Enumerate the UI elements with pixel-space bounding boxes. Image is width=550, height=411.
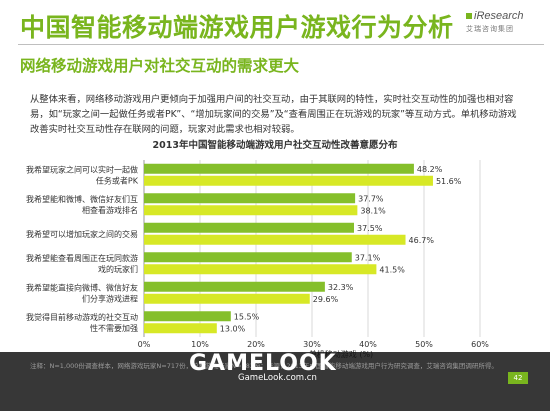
category-label: 任务或者PK (96, 175, 139, 185)
x-tick-label: 60% (471, 340, 489, 349)
data-label: 41.5% (379, 265, 405, 274)
data-label: 15.5% (234, 312, 260, 321)
data-label: 38.1% (360, 206, 386, 215)
bar (144, 222, 354, 233)
footer-band (0, 352, 550, 411)
x-tick-label: 50% (415, 340, 433, 349)
data-label: 29.6% (313, 295, 339, 304)
x-tick-label: 40% (359, 340, 377, 349)
category-label: 我希望玩家之间可以实时一起做 (26, 164, 138, 174)
category-label: 性不需要加强 (90, 323, 138, 333)
data-label: 48.2% (417, 165, 443, 174)
bar (144, 175, 433, 186)
category-label: 我觉得目前移动游戏的社交互动 (26, 312, 138, 322)
category-label: 我希望能查看周围正在玩同款游 (26, 253, 138, 263)
chart-title: 2013年中国智能移动端游戏用户社交互动性改善意愿分布 (152, 140, 398, 151)
data-label: 37.7% (358, 194, 384, 203)
category-label: 我希望可以增加玩家之间的交易 (26, 229, 138, 239)
bar (144, 252, 352, 263)
bar (144, 234, 406, 245)
data-label: 32.3% (328, 283, 354, 292)
bar (144, 323, 217, 334)
bar (144, 193, 356, 204)
category-label: 们分享游戏进程 (82, 293, 138, 303)
logo-subtext: 艾瑞咨询集团 (466, 25, 514, 33)
logo-text: iResearch (474, 10, 524, 22)
x-tick-label: 20% (247, 340, 265, 349)
category-label: 相查看游戏排名 (82, 205, 138, 215)
logo-mark-icon (466, 13, 472, 19)
bar (144, 293, 310, 304)
bar (144, 311, 231, 322)
iresearch-logo: iResearch 艾瑞咨询集团 (466, 10, 542, 38)
x-tick-label: 30% (303, 340, 321, 349)
bar (144, 281, 325, 292)
category-label: 我希望能直接向微博、微信好友 (26, 282, 138, 292)
data-label: 37.5% (357, 224, 383, 233)
header-divider (18, 44, 544, 45)
category-label: 戏的玩家们 (98, 264, 138, 274)
x-tick-label: 0% (138, 340, 151, 349)
description-text: 从整体来看，网络移动游戏用户更倾向于加强用户间的社交互动，由于其联网的特性，实时… (30, 94, 517, 135)
page-number: 42 (508, 372, 528, 384)
page-subtitle: 网络移动游戏用户对社交互动的需求更大 (20, 57, 300, 75)
data-label: 37.1% (355, 253, 381, 262)
bar (144, 264, 377, 275)
page-title: 中国智能移动端游戏用户游戏行为分析 (20, 13, 454, 42)
data-label: 13.0% (220, 324, 246, 333)
x-tick-label: 10% (191, 340, 209, 349)
bar (144, 163, 414, 174)
category-label: 我希望能和微博、微信好友们互 (26, 194, 138, 204)
gamelook-watermark: GAMELOOK (189, 351, 337, 376)
gamelook-site: GameLook.com.cn (238, 373, 317, 383)
data-label: 46.7% (409, 236, 435, 245)
footer-note: 注释：N=1,000份调查样本，网络游戏玩家N=717份，单机游戏玩家N=283… (30, 362, 498, 370)
bar (144, 205, 358, 216)
data-label: 51.6% (436, 177, 462, 186)
